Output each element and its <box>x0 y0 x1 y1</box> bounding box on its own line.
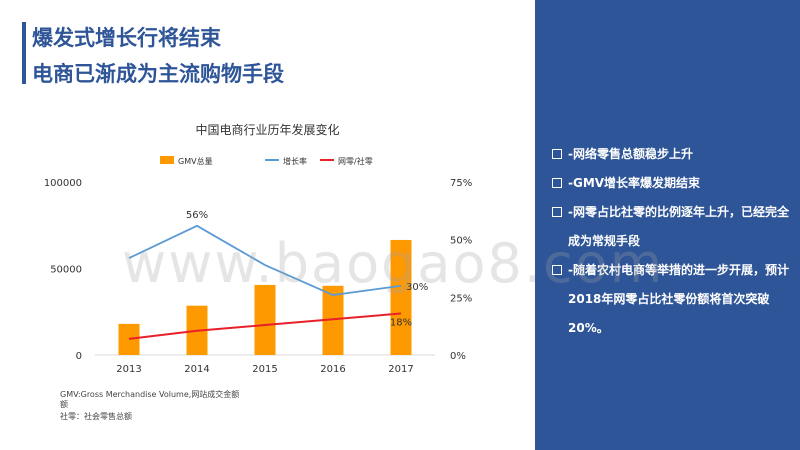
checkbox-icon <box>552 149 562 159</box>
y-right-tick-label: 50% <box>450 236 472 247</box>
bullet-item: -随着农村电商等举措的进一步开展，预计2018年网零占比社零份额将首次突破20%… <box>552 256 797 343</box>
bar-gmv <box>254 284 276 355</box>
footnote-gmv: GMV:Gross Merchandise Volume,网站成交金额 <box>60 390 240 399</box>
y-left-tick-label: 100000 <box>44 178 82 189</box>
y-right-tick-label: 75% <box>450 178 472 189</box>
x-tick-label: 2017 <box>388 364 413 375</box>
bullet-text: -随着农村电商等举措的进一步开展，预计2018年网零占比社零份额将首次突破20%… <box>568 263 789 335</box>
footnote-gmv-cont: 额 <box>60 400 68 409</box>
y-left-tick-label: 50000 <box>50 265 82 276</box>
data-label: 56% <box>186 210 208 221</box>
line-growth <box>128 224 402 296</box>
y-left-tick-label: 0 <box>76 351 82 362</box>
bullet-item: -网零占比社零的比例逐年上升，已经完全成为常规手段 <box>552 198 797 256</box>
bullet-item: -网络零售总额稳步上升 <box>552 140 797 169</box>
title-accent-bar <box>22 22 26 84</box>
page-title-line-1: 爆发式增长行将结束 <box>32 26 221 50</box>
x-tick-label: 2016 <box>320 364 345 375</box>
data-label: 30% <box>406 282 428 293</box>
x-tick-label: 2015 <box>252 364 277 375</box>
legend-swatch-bar <box>160 156 174 164</box>
bullet-item: -GMV增长率爆发期结束 <box>552 169 797 198</box>
bar-gmv <box>390 239 412 355</box>
legend-label: 网零/社零 <box>338 156 373 166</box>
chart-canvas: 0 50000 100000 0% 25% 50% 75% 2013 2014 2015 2016 2… <box>44 156 472 375</box>
checkbox-icon <box>552 265 562 275</box>
watermark: www.baogao8.com <box>122 232 665 295</box>
y-right-tick-label: 0% <box>450 351 466 362</box>
summary-bullets: -网络零售总额稳步上升 -GMV增长率爆发期结束 -网零占比社零的比例逐年上升，… <box>552 140 797 343</box>
checkbox-icon <box>552 207 562 217</box>
chart-title: 中国电商行业历年发展变化 <box>195 123 340 137</box>
page-title-line-2: 电商已渐成为主流购物手段 <box>32 62 284 86</box>
y-right-tick-label: 25% <box>450 293 472 304</box>
legend-label: GMV总量 <box>178 156 213 166</box>
bullet-text: -网络零售总额稳步上升 <box>568 147 693 161</box>
summary-panel <box>535 0 800 450</box>
bullet-text: -网零占比社零的比例逐年上升，已经完全成为常规手段 <box>568 205 789 248</box>
x-tick-label: 2013 <box>116 364 141 375</box>
line-share <box>128 312 402 340</box>
data-label: 18% <box>390 317 412 328</box>
bullet-text: -GMV增长率爆发期结束 <box>568 176 701 190</box>
bar-gmv <box>322 285 344 355</box>
footnote-retail: 社零：社会零售总额 <box>60 412 132 421</box>
checkbox-icon <box>552 178 562 188</box>
bar-gmv <box>118 323 140 355</box>
legend-label: 增长率 <box>283 156 307 166</box>
x-tick-label: 2014 <box>184 364 209 375</box>
